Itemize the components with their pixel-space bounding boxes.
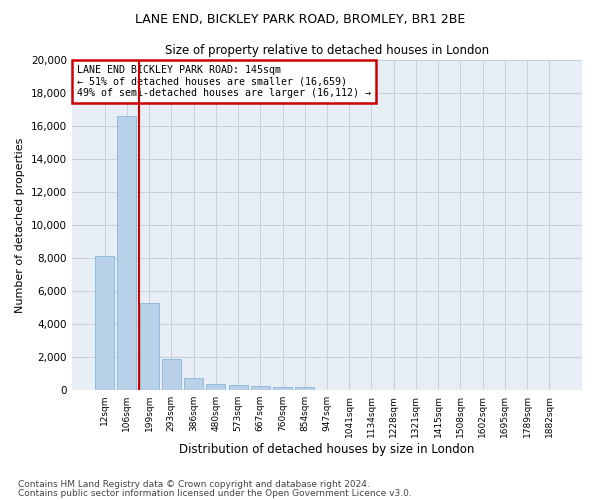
- Bar: [229, 385, 248, 390]
- Bar: [206, 384, 225, 390]
- Text: LANE END BICKLEY PARK ROAD: 145sqm
← 51% of detached houses are smaller (16,659): LANE END BICKLEY PARK ROAD: 145sqm ← 51%…: [77, 65, 371, 98]
- Text: LANE END, BICKLEY PARK ROAD, BROMLEY, BR1 2BE: LANE END, BICKLEY PARK ROAD, BROMLEY, BR…: [135, 12, 465, 26]
- Bar: [95, 256, 114, 390]
- Bar: [140, 302, 158, 390]
- Bar: [251, 386, 270, 390]
- Bar: [273, 386, 292, 390]
- Bar: [118, 116, 136, 390]
- Y-axis label: Number of detached properties: Number of detached properties: [16, 138, 25, 312]
- Text: Contains HM Land Registry data © Crown copyright and database right 2024.: Contains HM Land Registry data © Crown c…: [18, 480, 370, 489]
- Text: Contains public sector information licensed under the Open Government Licence v3: Contains public sector information licen…: [18, 489, 412, 498]
- Bar: [162, 360, 181, 390]
- Bar: [184, 378, 203, 390]
- Title: Size of property relative to detached houses in London: Size of property relative to detached ho…: [165, 44, 489, 58]
- Bar: [295, 386, 314, 390]
- X-axis label: Distribution of detached houses by size in London: Distribution of detached houses by size …: [179, 442, 475, 456]
